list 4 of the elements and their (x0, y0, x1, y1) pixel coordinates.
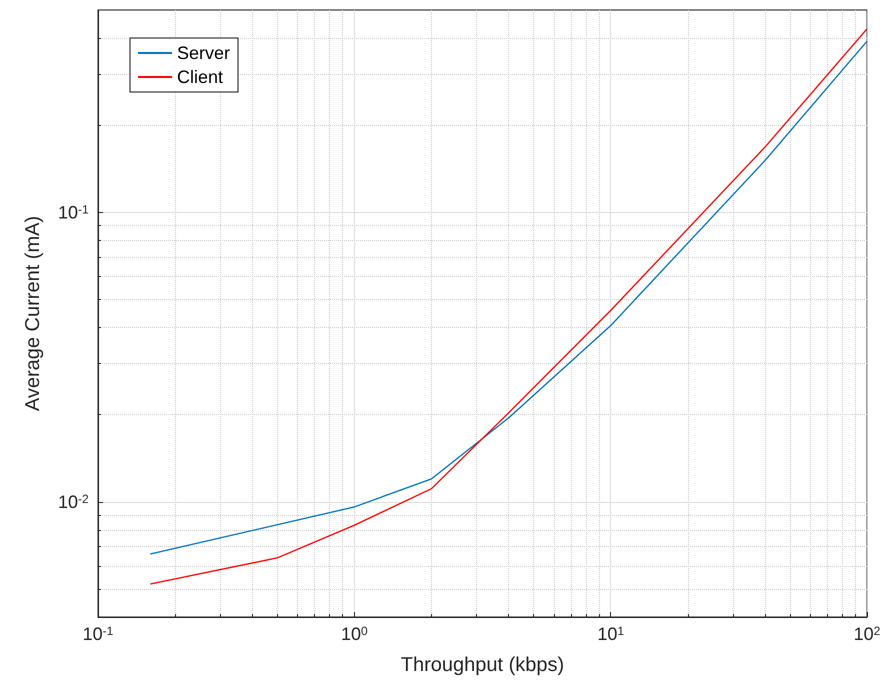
y-axis-title: Average Current (mA) (22, 216, 44, 412)
legend-label: Server (177, 43, 230, 63)
x-axis-title: Throughput (kbps) (400, 654, 564, 676)
legend-label: Client (177, 67, 224, 87)
